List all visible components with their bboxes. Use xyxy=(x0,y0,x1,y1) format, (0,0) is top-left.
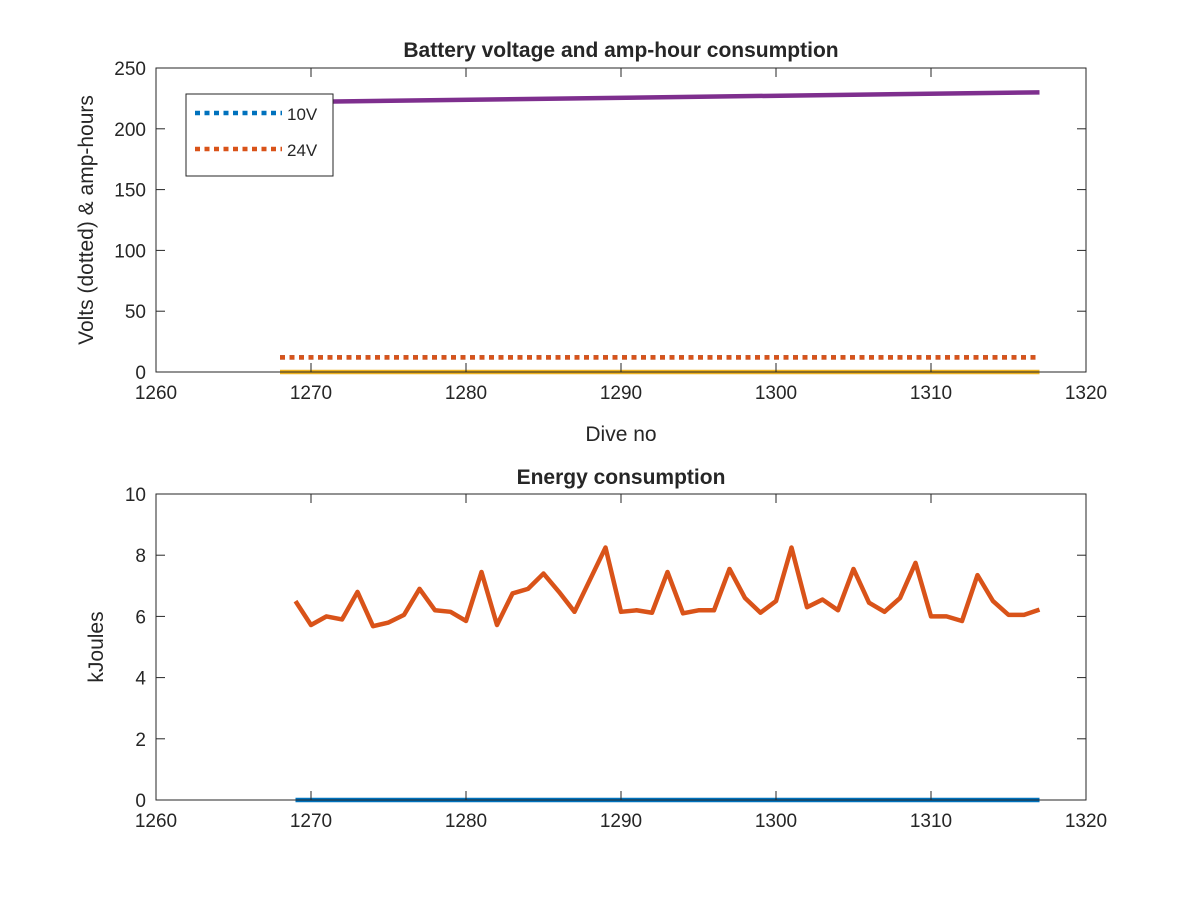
chart-title: Battery voltage and amp-hour consumption xyxy=(403,39,838,62)
x-tick-label: 1270 xyxy=(290,811,332,832)
y-tick-label: 10 xyxy=(125,485,146,506)
plot-area xyxy=(156,494,1086,800)
y-tick-label: 250 xyxy=(114,59,146,80)
series-line-1-1 xyxy=(293,545,1041,629)
y-axis-label: Volts (dotted) & amp-hours xyxy=(75,95,98,345)
x-tick-label: 1280 xyxy=(445,811,487,832)
y-tick-label: 8 xyxy=(135,546,146,567)
y-tick-label: 200 xyxy=(114,120,146,141)
tick-marks: 1260 1270 1280 1290 1300 1310 1320 0 2 4 6 8 10 xyxy=(125,485,1107,832)
energy-consumption-axes: 1260 1270 1280 1290 1300 1310 1320 0 2 4 6 8 10 Ener… xyxy=(85,466,1107,832)
series-line-0-3 xyxy=(295,90,1040,105)
y-tick-label: 50 xyxy=(125,302,146,323)
legend-box xyxy=(185,93,334,177)
x-tick-label: 1260 xyxy=(135,383,177,404)
legend-label: 24V xyxy=(287,141,318,160)
x-axis-label: Dive no xyxy=(585,423,656,446)
x-tick-label: 1310 xyxy=(910,383,952,404)
x-tick-label: 1290 xyxy=(600,811,642,832)
y-tick-label: 150 xyxy=(114,181,146,202)
x-tick-label: 1280 xyxy=(445,383,487,404)
x-tick-label: 1270 xyxy=(290,383,332,404)
x-tick-label: 1300 xyxy=(755,811,797,832)
battery-voltage-axes: 1260 1270 1280 1290 1300 1310 1320 0 50 100 150 200… xyxy=(75,39,1107,446)
x-tick-label: 1290 xyxy=(600,383,642,404)
y-tick-label: 4 xyxy=(135,669,146,690)
tick-marks: 1260 1270 1280 1290 1300 1310 1320 0 50 100 150 200… xyxy=(114,59,1107,404)
y-tick-label: 6 xyxy=(135,607,146,628)
y-axis-label: kJoules xyxy=(85,611,108,682)
x-tick-label: 1300 xyxy=(755,383,797,404)
y-tick-label: 2 xyxy=(135,730,146,751)
y-tick-label: 0 xyxy=(135,363,146,384)
legend-label: 10V xyxy=(287,105,318,124)
chart-title: Energy consumption xyxy=(517,466,726,489)
y-tick-label: 100 xyxy=(114,241,146,262)
legend: 10V 24V xyxy=(185,93,334,177)
x-tick-label: 1320 xyxy=(1065,811,1107,832)
x-tick-label: 1320 xyxy=(1065,383,1107,404)
x-tick-label: 1260 xyxy=(135,811,177,832)
x-tick-label: 1310 xyxy=(910,811,952,832)
y-tick-label: 0 xyxy=(135,791,146,812)
